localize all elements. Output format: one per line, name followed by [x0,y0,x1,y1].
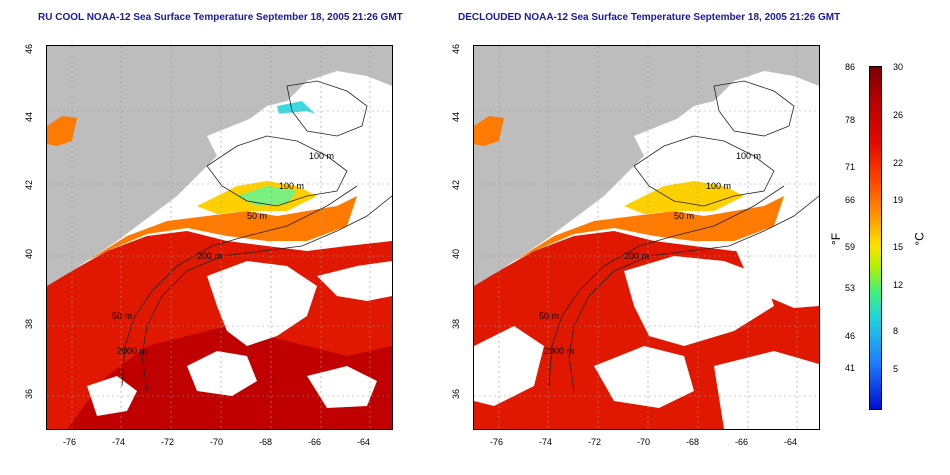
colorbar-f-value: 59 [845,242,856,252]
contour-label-100m-a: 100 m [309,151,335,161]
colorbar-c-value: 22 [893,158,904,168]
right-lat-tick: 42 [451,179,462,191]
left-lat-tick: 44 [24,111,35,123]
cloud-1 [634,111,794,181]
contour-50m [121,185,358,387]
right-sst-map [474,46,819,429]
right-lon-tick: -72 [588,437,602,447]
right-lon-tick: -68 [686,437,700,447]
right-lat-tick: 36 [451,388,462,400]
cloud-2 [624,256,774,346]
colorbar-c-value: 15 [893,242,904,252]
grid-lines [474,46,819,429]
colorbar-c-value: 26 [893,110,904,120]
colorbar-c-top: 30 [893,62,904,72]
right-lon-tick: -70 [637,437,651,447]
cold-water [237,186,297,206]
right-lat-tick: 38 [451,318,462,330]
contour-label-200m: 200 m [197,251,223,261]
left-lat-tick: 46 [24,43,35,55]
right-map-panel: 100 m 100 m 50 m 200 m 50 m 2000 m [473,45,820,430]
shelf-water [514,196,784,261]
right-lon-tick: -76 [490,437,504,447]
cloud-6 [714,351,819,429]
contour-100m [633,135,775,207]
land-mass [47,46,392,286]
left-lon-tick: -66 [308,437,322,447]
land-mass [474,46,819,286]
colorbar-f-top: 86 [845,62,856,72]
contour-label-100m-b: 100 m [279,181,305,191]
right-lon-tick: -64 [784,437,798,447]
cool-water [624,181,744,214]
left-lat-tick: 42 [24,179,35,191]
left-map-title: RU COOL NOAA-12 Sea Surface Temperature … [38,12,403,23]
left-lon-tick: -68 [259,437,273,447]
contour-label-50m: 50 m [674,211,695,221]
left-sst-map [47,46,392,429]
left-lat-tick: 40 [24,248,35,260]
cloud-4 [594,346,694,408]
contour-label-100m-a: 100 m [736,151,762,161]
colorbar-unit-f: °F [829,232,844,246]
left-map-panel: 100 m 100 m 50 m 200 m 50 m 2000 m [46,45,393,430]
colorbar-f-value: 46 [845,331,856,341]
right-lon-tick: -74 [539,437,553,447]
gulf-patch [47,116,77,146]
contour-label-50m-b: 50 m [539,311,560,321]
right-lon-tick: -66 [735,437,749,447]
colorbar-f-value: 78 [845,115,856,125]
right-lat-tick: 44 [451,111,462,123]
cloud-1 [207,111,367,181]
right-lat-tick: 46 [451,43,462,55]
colorbar-f-value: 66 [845,195,856,205]
contour-gulf [713,80,795,137]
contour-label-50m: 50 m [247,211,268,221]
colorbar-c-value: 12 [893,280,904,290]
right-map-title: DECLOUDED NOAA-12 Sea Surface Temperatur… [458,12,841,23]
contour-label-100m-b: 100 m [706,181,732,191]
cloud-3 [317,261,392,301]
colorbar-c-value: 8 [893,326,899,336]
colorbar-f-value: 53 [845,283,856,293]
contour-50m [548,185,785,387]
colorbar-c-value: 5 [893,364,899,374]
left-lat-tick: 38 [24,318,35,330]
colorbar-f-value: 41 [845,363,856,373]
colorbar-unit-c: °C [912,232,927,246]
left-lon-tick: -70 [210,437,224,447]
contour-100m [206,135,348,207]
cloud-3 [734,231,819,308]
grid-lines [47,46,392,429]
cloud-5 [474,326,544,406]
colorbar-f-value: 71 [845,162,856,172]
cloud-4 [187,351,257,396]
contour-label-2000m: 2000 m [117,346,148,356]
contour-label-200m: 200 m [624,251,650,261]
left-lon-tick: -74 [112,437,126,447]
contour-gulf [286,80,368,137]
cloud-6 [307,366,377,408]
left-lon-tick: -72 [161,437,175,447]
contour-label-2000m: 2000 m [544,346,575,356]
temperature-colorbar [869,66,882,410]
cloud-2 [207,261,317,346]
left-lat-tick: 36 [24,388,35,400]
colorbar-c-value: 19 [893,195,904,205]
shelf-water [87,196,357,261]
left-lon-tick: -64 [357,437,371,447]
contour-label-50m-b: 50 m [112,311,133,321]
left-lon-tick: -76 [63,437,77,447]
right-lat-tick: 40 [451,248,462,260]
gulf-patch [474,116,504,146]
